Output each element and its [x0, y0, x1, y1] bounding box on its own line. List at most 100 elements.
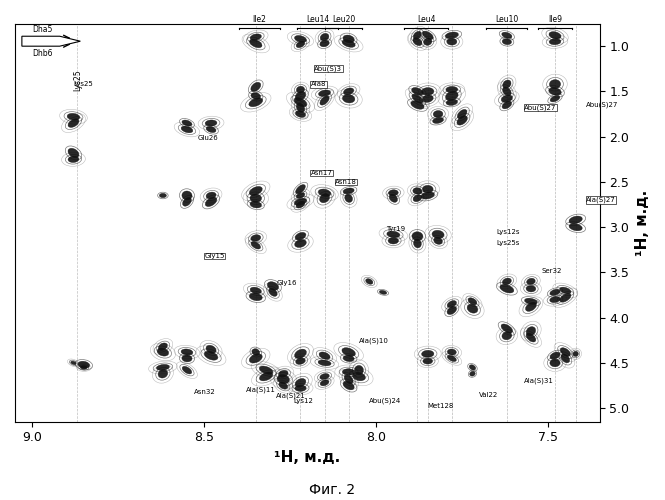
- Ellipse shape: [295, 198, 307, 205]
- Ellipse shape: [296, 201, 305, 208]
- Ellipse shape: [458, 110, 467, 118]
- Text: Ala(S)31: Ala(S)31: [524, 378, 554, 384]
- Ellipse shape: [252, 348, 259, 356]
- Text: Abu(S)24: Abu(S)24: [369, 398, 402, 404]
- Text: Lys25: Lys25: [73, 81, 93, 87]
- Ellipse shape: [318, 360, 331, 366]
- Ellipse shape: [296, 41, 305, 48]
- Text: Gly16: Gly16: [277, 280, 297, 286]
- Ellipse shape: [250, 34, 261, 40]
- Ellipse shape: [502, 32, 512, 38]
- Ellipse shape: [250, 201, 261, 208]
- Ellipse shape: [249, 186, 262, 196]
- Ellipse shape: [526, 333, 536, 342]
- Ellipse shape: [447, 306, 457, 314]
- Ellipse shape: [388, 238, 398, 244]
- Ellipse shape: [157, 348, 169, 356]
- Ellipse shape: [447, 300, 456, 308]
- Text: Dhb6: Dhb6: [33, 49, 53, 58]
- Ellipse shape: [503, 87, 511, 96]
- Ellipse shape: [424, 38, 432, 46]
- Y-axis label: ¹H, м.д.: ¹H, м.д.: [635, 190, 650, 256]
- Text: Asn32: Asn32: [194, 389, 215, 395]
- Ellipse shape: [158, 370, 168, 378]
- Ellipse shape: [296, 358, 305, 364]
- Ellipse shape: [251, 82, 261, 92]
- Ellipse shape: [550, 96, 560, 102]
- Ellipse shape: [526, 286, 536, 292]
- Text: Ala(S)27: Ala(S)27: [586, 197, 616, 203]
- Ellipse shape: [433, 118, 444, 124]
- Ellipse shape: [182, 366, 192, 374]
- X-axis label: ¹H, м.д.: ¹H, м.д.: [274, 450, 340, 465]
- Ellipse shape: [206, 346, 216, 354]
- Ellipse shape: [156, 364, 170, 370]
- Ellipse shape: [527, 278, 535, 284]
- Text: Lys25s: Lys25s: [497, 240, 520, 246]
- Ellipse shape: [250, 194, 261, 202]
- Text: Leu20: Leu20: [332, 15, 355, 24]
- Ellipse shape: [269, 288, 277, 296]
- Ellipse shape: [526, 326, 535, 336]
- Ellipse shape: [469, 372, 475, 376]
- Ellipse shape: [422, 186, 433, 193]
- Ellipse shape: [342, 40, 355, 48]
- Ellipse shape: [379, 290, 387, 294]
- Ellipse shape: [342, 94, 355, 103]
- Ellipse shape: [525, 302, 537, 312]
- Ellipse shape: [525, 298, 537, 304]
- Ellipse shape: [352, 372, 365, 380]
- Ellipse shape: [183, 198, 192, 206]
- Text: Abu(S)27: Abu(S)27: [586, 102, 618, 108]
- Ellipse shape: [434, 110, 443, 117]
- Ellipse shape: [319, 189, 331, 196]
- Ellipse shape: [249, 293, 262, 300]
- Ellipse shape: [259, 366, 273, 374]
- Ellipse shape: [68, 119, 79, 128]
- Ellipse shape: [446, 99, 458, 105]
- Ellipse shape: [160, 194, 166, 198]
- Ellipse shape: [259, 372, 273, 381]
- Text: Abu(S)3: Abu(S)3: [315, 66, 342, 72]
- Ellipse shape: [251, 92, 261, 100]
- Ellipse shape: [342, 369, 355, 375]
- Ellipse shape: [295, 385, 306, 392]
- Ellipse shape: [78, 362, 90, 368]
- Ellipse shape: [448, 355, 456, 362]
- Ellipse shape: [295, 36, 307, 43]
- Ellipse shape: [297, 86, 305, 93]
- Ellipse shape: [67, 114, 80, 120]
- Ellipse shape: [467, 304, 477, 313]
- Ellipse shape: [569, 216, 583, 224]
- Ellipse shape: [560, 287, 571, 294]
- Ellipse shape: [422, 31, 434, 40]
- Text: Ile9: Ile9: [548, 15, 562, 24]
- Ellipse shape: [423, 358, 432, 364]
- Ellipse shape: [550, 352, 560, 360]
- Ellipse shape: [181, 349, 193, 355]
- Ellipse shape: [447, 38, 457, 45]
- Ellipse shape: [250, 287, 261, 294]
- Ellipse shape: [468, 298, 477, 305]
- Text: Val22: Val22: [479, 392, 499, 398]
- Ellipse shape: [158, 343, 168, 350]
- Ellipse shape: [295, 378, 306, 387]
- Ellipse shape: [206, 192, 216, 199]
- Ellipse shape: [343, 188, 354, 194]
- Text: Ala(S)11: Ala(S)11: [245, 387, 275, 394]
- Ellipse shape: [413, 195, 422, 202]
- Ellipse shape: [388, 190, 398, 196]
- Ellipse shape: [387, 231, 400, 237]
- Ellipse shape: [446, 32, 458, 38]
- Ellipse shape: [550, 296, 561, 302]
- Ellipse shape: [249, 98, 263, 106]
- Ellipse shape: [344, 88, 354, 95]
- Ellipse shape: [549, 88, 561, 96]
- Ellipse shape: [414, 32, 422, 40]
- Ellipse shape: [549, 32, 561, 39]
- Text: Ile2: Ile2: [252, 15, 266, 24]
- Ellipse shape: [389, 194, 398, 202]
- Ellipse shape: [560, 294, 571, 302]
- Ellipse shape: [68, 156, 79, 162]
- Text: Tyr19: Tyr19: [386, 226, 406, 232]
